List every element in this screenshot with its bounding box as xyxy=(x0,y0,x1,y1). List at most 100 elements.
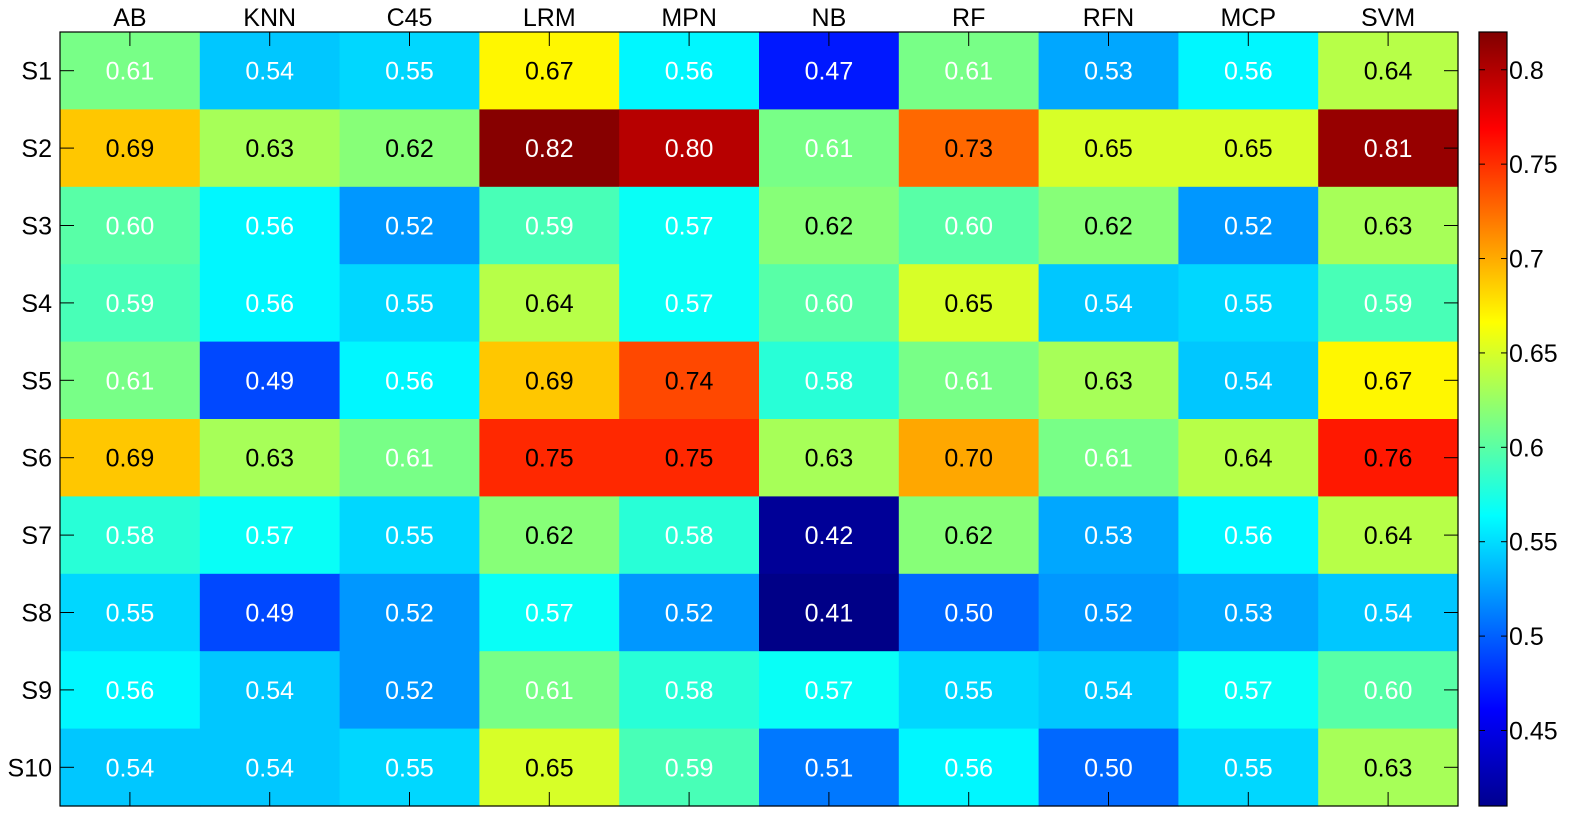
heatmap-cell xyxy=(60,264,201,343)
cell-value-label: 0.55 xyxy=(944,677,993,705)
column-tick-label: C45 xyxy=(387,4,433,32)
cell-value-label: 0.59 xyxy=(1364,290,1413,318)
heatmap-cell xyxy=(199,341,341,420)
heatmap-cell xyxy=(339,264,480,343)
colorbar-ticks: 0.45 0.5 0.55 0.6 0.65 0.7 0.75 0.8 xyxy=(1479,57,1558,745)
heatmap-cell xyxy=(759,419,900,497)
column-tick-labels: AB KNN C45 LRM MPN NB RF RFN MCP SVM xyxy=(113,4,1415,32)
heatmap-cell xyxy=(1038,419,1179,497)
heatmap-cell xyxy=(479,264,620,343)
heatmap-cell xyxy=(60,651,201,730)
heatmap-cell xyxy=(1178,186,1319,265)
heatmap-cell xyxy=(1038,651,1179,730)
cell-value-label: 0.61 xyxy=(385,445,434,473)
cell-value-label: 0.56 xyxy=(1224,58,1273,86)
cell-value-label: 0.54 xyxy=(1084,677,1133,705)
heatmap-cell xyxy=(60,573,201,652)
heatmap-cell xyxy=(479,573,620,652)
heatmap-cell xyxy=(479,419,620,497)
cell-value-label: 0.57 xyxy=(665,290,714,318)
cell-value-label: 0.56 xyxy=(1224,522,1273,550)
cell-value-label: 0.61 xyxy=(944,367,993,395)
heatmap-cell xyxy=(339,496,480,575)
row-tick-label: S9 xyxy=(21,677,52,705)
colorbar-tick-label: 0.7 xyxy=(1509,246,1544,274)
heatmap-cell xyxy=(199,496,341,575)
cell-value-label: 0.64 xyxy=(1224,445,1273,473)
heatmap-cell xyxy=(898,264,1040,343)
cell-value-label: 0.75 xyxy=(525,445,574,473)
colorbar-tick-label: 0.5 xyxy=(1509,623,1544,651)
row-tick-label: S8 xyxy=(21,600,52,628)
cell-value-label: 0.55 xyxy=(385,754,434,782)
heatmap-cell xyxy=(1318,109,1459,188)
heatmap-cells xyxy=(60,32,1459,807)
heatmap-cell xyxy=(479,341,620,420)
cell-value-label: 0.63 xyxy=(245,445,294,473)
heatmap-cell xyxy=(1318,264,1459,343)
cell-value-label: 0.69 xyxy=(106,445,155,473)
heatmap-cell xyxy=(898,341,1040,420)
cell-value-label: 0.61 xyxy=(106,367,155,395)
heatmap-cell xyxy=(339,341,480,420)
heatmap-cell xyxy=(1318,573,1459,652)
heatmap-cell xyxy=(479,109,620,188)
cell-value-label: 0.81 xyxy=(1364,135,1413,163)
row-tick-label: S2 xyxy=(21,135,52,163)
cell-value-label: 0.58 xyxy=(106,522,155,550)
cell-value-label: 0.56 xyxy=(245,290,294,318)
heatmap-cell xyxy=(898,186,1040,265)
column-tick-label: LRM xyxy=(523,4,576,32)
heatmap-cell xyxy=(1318,341,1459,420)
heatmap-cell xyxy=(1038,264,1179,343)
cell-value-label: 0.73 xyxy=(944,135,993,163)
cell-value-label: 0.52 xyxy=(1084,600,1133,628)
heatmap-cell xyxy=(199,186,341,265)
row-tick-label: S4 xyxy=(21,290,52,318)
cell-value-label: 0.55 xyxy=(385,522,434,550)
cell-value-label: 0.63 xyxy=(1364,754,1413,782)
heatmap-cell xyxy=(199,651,341,730)
cell-value-label: 0.41 xyxy=(805,600,854,628)
cell-value-label: 0.69 xyxy=(525,367,574,395)
column-tick-label: AB xyxy=(113,4,146,32)
heatmap-cell xyxy=(339,573,480,652)
heatmap-cell xyxy=(619,109,760,188)
cell-value-label: 0.52 xyxy=(1224,213,1273,241)
cell-value-label: 0.56 xyxy=(245,213,294,241)
colorbar-tick-label: 0.6 xyxy=(1509,434,1544,462)
cell-value-label: 0.64 xyxy=(525,290,574,318)
cell-value-label: 0.64 xyxy=(1364,522,1413,550)
cell-value-label: 0.56 xyxy=(106,677,155,705)
heatmap-cell xyxy=(759,186,900,265)
cell-value-label: 0.53 xyxy=(1084,58,1133,86)
cell-value-label: 0.61 xyxy=(805,135,854,163)
heatmap-cell xyxy=(1318,419,1459,497)
cell-value-label: 0.63 xyxy=(1364,213,1413,241)
heatmap-cell xyxy=(759,109,900,188)
cell-value-label: 0.57 xyxy=(805,677,854,705)
colorbar xyxy=(1478,31,1508,807)
heatmap-cell xyxy=(479,651,620,730)
heatmap-cell xyxy=(339,186,480,265)
cell-value-label: 0.65 xyxy=(525,754,574,782)
colorbar-tick-label: 0.45 xyxy=(1509,717,1558,745)
cell-value-label: 0.82 xyxy=(525,135,574,163)
row-tick-label: S5 xyxy=(21,367,52,395)
cell-value-label: 0.76 xyxy=(1364,445,1413,473)
column-tick-label: SVM xyxy=(1361,4,1415,32)
heatmap-cell xyxy=(759,264,900,343)
cell-value-label: 0.63 xyxy=(1084,367,1133,395)
heatmap-cell xyxy=(1178,264,1319,343)
colorbar-tick-label: 0.55 xyxy=(1509,529,1558,557)
heatmap-cell xyxy=(1318,651,1459,730)
heatmap-cell xyxy=(339,651,480,730)
heatmap-cell xyxy=(60,109,201,188)
heatmap-cell xyxy=(199,264,341,343)
plot-frame xyxy=(59,31,1459,807)
heatmap-cell xyxy=(619,341,760,420)
cell-value-label: 0.56 xyxy=(944,754,993,782)
heatmap-cell xyxy=(1178,573,1319,652)
